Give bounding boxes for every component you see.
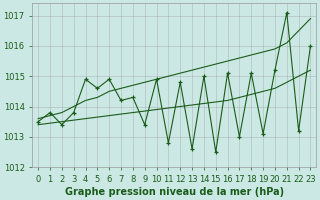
X-axis label: Graphe pression niveau de la mer (hPa): Graphe pression niveau de la mer (hPa): [65, 187, 284, 197]
